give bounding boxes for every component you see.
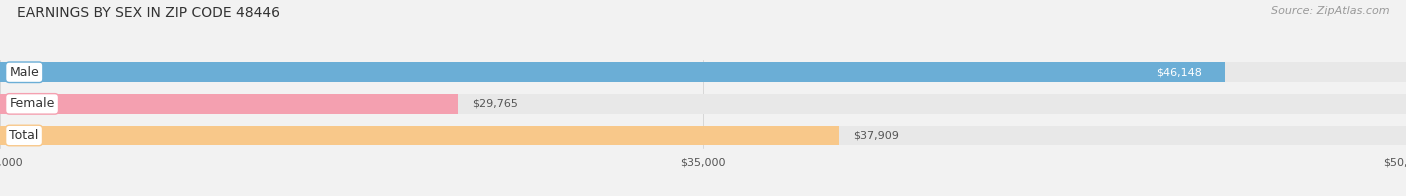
Bar <box>0 126 1406 145</box>
Bar <box>0 63 1226 82</box>
Bar <box>0 63 1406 82</box>
Text: Male: Male <box>10 66 39 79</box>
Text: $46,148: $46,148 <box>1156 67 1202 77</box>
Text: Female: Female <box>10 97 55 110</box>
Text: $37,909: $37,909 <box>853 131 900 141</box>
Text: Source: ZipAtlas.com: Source: ZipAtlas.com <box>1271 6 1389 16</box>
Bar <box>0 126 839 145</box>
Bar <box>0 94 457 114</box>
Text: EARNINGS BY SEX IN ZIP CODE 48446: EARNINGS BY SEX IN ZIP CODE 48446 <box>17 6 280 20</box>
Text: Total: Total <box>10 129 39 142</box>
Bar <box>0 94 1406 114</box>
Text: $29,765: $29,765 <box>471 99 517 109</box>
